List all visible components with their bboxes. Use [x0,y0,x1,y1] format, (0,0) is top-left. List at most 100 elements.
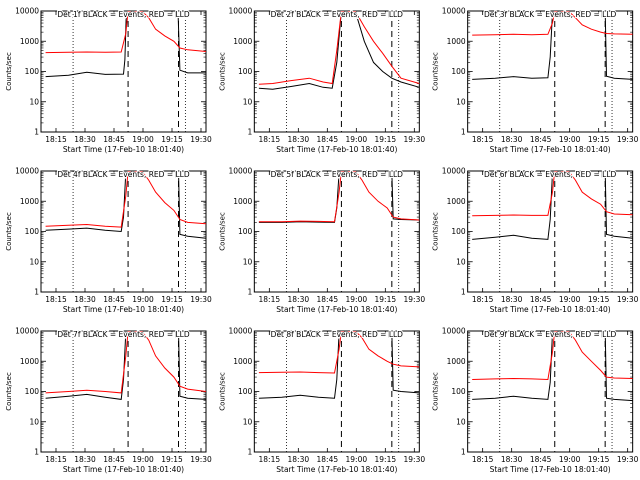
y-tick-label: 1 [461,288,466,297]
y-tick-label: 10 [29,97,39,106]
y-tick-label: 100 [238,387,253,396]
y-tick-label: 1 [461,128,466,137]
x-tick-label: 19:15 [588,295,610,304]
x-tick-label: 19:15 [375,295,397,304]
panel-det-3f: 1 10 100 1000 10000 18:15 18:30 18:45 19:00 19:15… [432,7,639,155]
x-tick-label: 18:45 [317,455,339,464]
y-tick-label: 100 [451,387,466,396]
series-lld-line [472,331,633,381]
x-tick-label: 19:30 [190,295,212,304]
panel-det-7f: 1 10 100 1000 10000 18:15 18:30 18:45 19:00 19:15… [5,327,212,475]
y-tick-label: 100 [451,67,466,76]
y-tick-label: 1000 [233,357,252,366]
x-tick-label: 19:30 [190,135,212,144]
x-tick-label: 19:30 [617,455,639,464]
x-tick-label: 18:45 [317,135,339,144]
y-tick-label: 10 [456,97,466,106]
x-tick-label: 18:45 [530,455,552,464]
x-tick-label: 18:15 [259,295,281,304]
square-marker [601,330,609,338]
y-tick-label: 1000 [447,37,466,46]
panel-title: Det 8f BLACK = Events, RED = LLD [271,330,404,339]
y-tick-label: 100 [25,67,40,76]
series-events-line [258,331,420,399]
circle-marker [555,170,563,178]
square-marker [388,330,396,338]
x-tick-label: 18:15 [45,295,67,304]
panel-det-8f: 1 10 100 1000 10000 18:15 18:30 18:45 19:00 19:15… [218,327,425,475]
x-tick-label: 19:30 [404,295,426,304]
circle-marker [342,10,350,18]
y-tick-label: 1 [34,128,39,137]
x-tick-label: 18:15 [472,455,494,464]
y-tick-label: 100 [25,387,40,396]
square-marker [175,330,182,338]
y-tick-label: 10000 [228,7,252,16]
series-events-line [472,11,633,80]
x-axis-label: Start Time (17-Feb-10 18:01:40) [276,145,397,154]
x-axis-label: Start Time (17-Feb-10 18:01:40) [276,465,397,474]
x-axis-label: Start Time (17-Feb-10 18:01:40) [490,305,611,314]
y-tick-label: 100 [238,67,253,76]
x-axis-label: Start Time (17-Feb-10 18:01:40) [63,145,184,154]
x-tick-label: 18:15 [45,455,67,464]
x-tick-label: 19:15 [375,135,397,144]
panel-title: Det 5f BLACK = Events, RED = LLD [271,170,404,179]
x-tick-label: 19:00 [559,455,581,464]
y-tick-label: 10 [29,257,39,266]
x-tick-label: 18:45 [103,135,125,144]
x-tick-label: 19:00 [559,135,581,144]
panel-det-1f: 1 10 100 1000 10000 18:15 18:30 18:45 19:00 19:15… [5,7,212,155]
y-tick-label: 10 [243,417,253,426]
x-tick-label: 19:00 [346,295,368,304]
y-tick-label: 1 [248,288,253,297]
panel-det-5f: 1 10 100 1000 10000 18:15 18:30 18:45 19:00 19:15… [218,167,425,315]
x-tick-label: 19:30 [404,135,426,144]
series-lld-line [258,331,420,374]
x-tick-label: 19:00 [132,455,154,464]
y-tick-label: 100 [25,227,40,236]
circle-marker [342,330,350,338]
x-tick-label: 18:15 [472,135,494,144]
x-tick-label: 18:30 [288,135,310,144]
x-tick-label: 19:15 [161,135,183,144]
y-axis-label: Counts/sec [5,212,13,251]
x-tick-label: 19:30 [404,455,426,464]
series-lld-line [472,11,633,36]
circle-marker [342,170,350,178]
x-tick-label: 18:15 [472,295,494,304]
x-tick-label: 19:30 [617,135,639,144]
y-tick-label: 1 [248,128,253,137]
x-tick-label: 19:15 [161,455,183,464]
y-tick-label: 100 [238,227,253,236]
plot-frame [253,170,420,293]
y-tick-label: 10000 [228,327,252,336]
y-tick-label: 1000 [233,197,252,206]
y-axis-label: Counts/sec [218,212,226,251]
y-tick-label: 1000 [447,357,466,366]
x-tick-label: 18:30 [74,295,96,304]
circle-marker [129,330,137,338]
y-tick-label: 10000 [442,167,466,176]
x-axis-label: Start Time (17-Feb-10 18:01:40) [276,305,397,314]
x-tick-label: 18:30 [288,455,310,464]
panel-title: Det 6f BLACK = Events, RED = LLD [484,170,617,179]
y-tick-label: 1 [248,448,253,457]
x-tick-label: 18:30 [501,455,523,464]
y-tick-label: 10 [456,257,466,266]
x-axis-label: Start Time (17-Feb-10 18:01:40) [63,465,184,474]
y-tick-label: 1000 [20,197,39,206]
series-events-line [45,331,206,400]
y-tick-label: 10000 [442,327,466,336]
square-marker [175,10,182,18]
x-axis-label: Start Time (17-Feb-10 18:01:40) [63,305,184,314]
y-tick-label: 10 [456,417,466,426]
y-tick-label: 10 [243,257,253,266]
circle-marker [555,330,563,338]
y-axis-label: Counts/sec [432,372,440,411]
plot-frame [253,10,420,133]
panel-det-9f: 1 10 100 1000 10000 18:15 18:30 18:45 19:00 19:15… [432,327,639,475]
y-axis-label: Counts/sec [432,52,440,91]
series-lld-line [45,331,206,394]
y-tick-label: 10 [243,97,253,106]
